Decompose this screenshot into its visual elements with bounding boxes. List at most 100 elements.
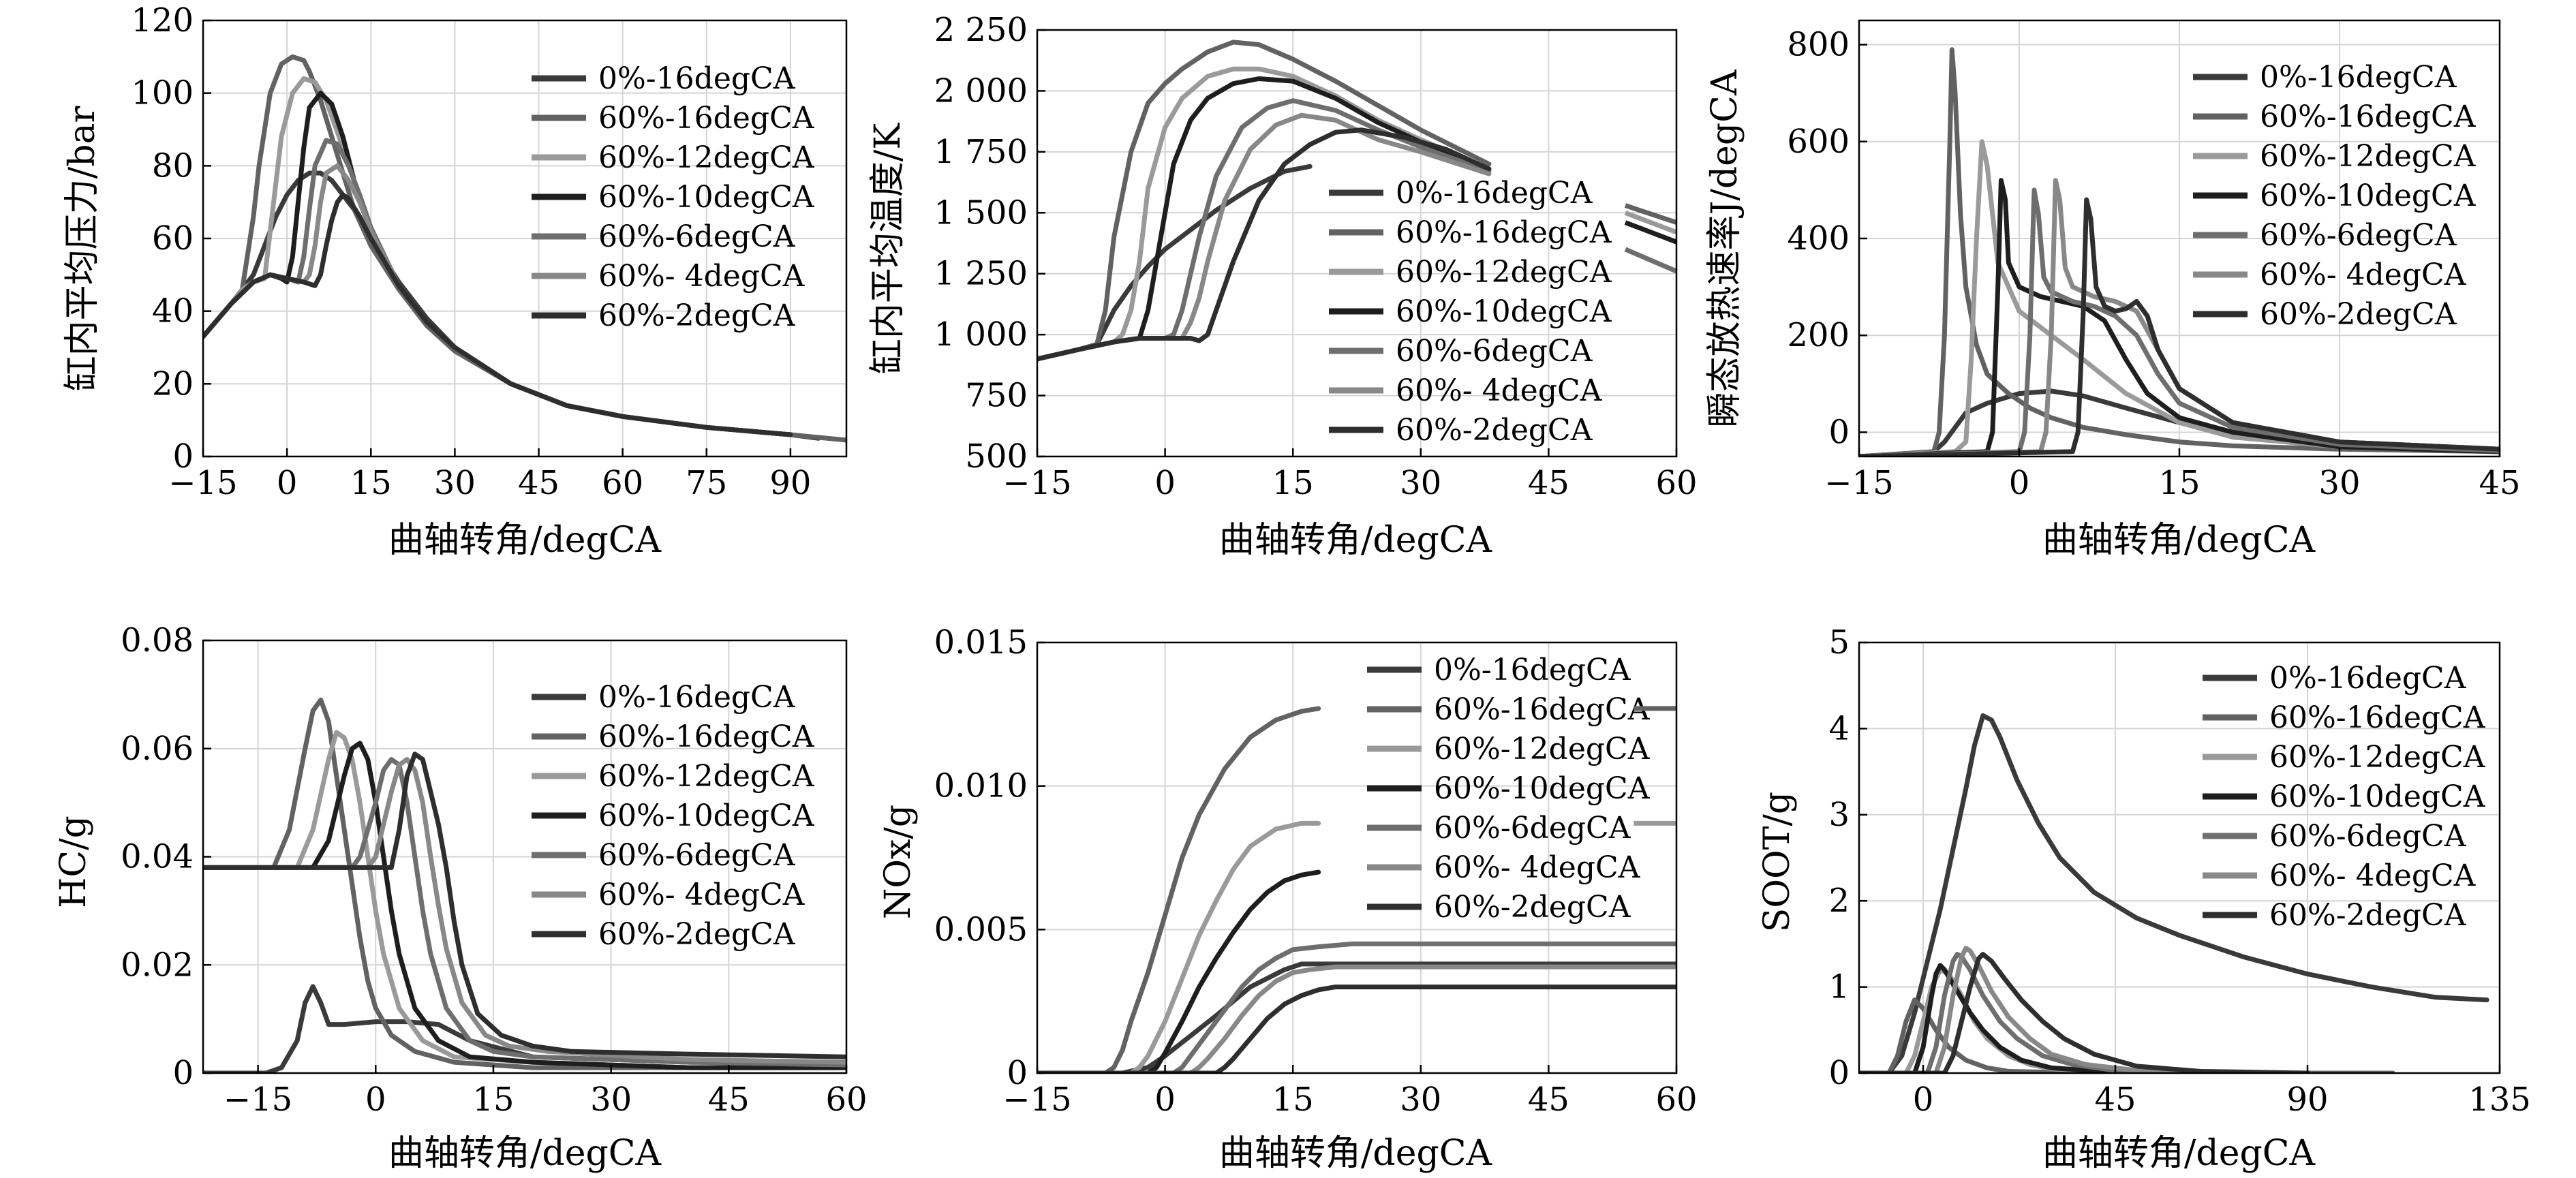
- series-line-60-4degCA: [203, 757, 846, 1065]
- y-tick-label: 1 000: [934, 315, 1028, 354]
- y-tick-label: 0: [172, 437, 194, 476]
- legend-entry: 60%- 4degCA: [1434, 850, 1641, 885]
- legend-entry: 60%-10degCA: [2260, 179, 2477, 213]
- legend-entry: 60%- 4degCA: [598, 878, 806, 912]
- series-group: [1859, 47, 2500, 456]
- y-tick-label: 4: [1828, 709, 1850, 747]
- series-line-60-2degCA: [1859, 952, 2310, 1073]
- legend-entry: 60%-12degCA: [2269, 740, 2486, 775]
- series-line-60-10degCA: [203, 741, 846, 1070]
- x-tick-label: 15: [2158, 464, 2200, 502]
- legend-entry: 60%-6degCA: [1396, 334, 1593, 369]
- legend-entry: 60%-12degCA: [1434, 732, 1651, 766]
- legend-entry: 60%- 4degCA: [1396, 373, 1603, 408]
- y-tick-label: 80: [152, 146, 194, 185]
- x-axis-label: 曲轴转角/degCA: [2042, 1133, 2316, 1174]
- x-axis-label: 曲轴转角/degCA: [388, 520, 662, 561]
- series-line-60-10degCA: [1037, 869, 1321, 1073]
- y-tick-label: 120: [131, 1, 194, 40]
- y-tick-label: 0: [1828, 413, 1850, 451]
- x-tick-label: 45: [1528, 1081, 1569, 1119]
- y-tick-label: 2: [1828, 882, 1850, 920]
- y-tick-label: 40: [152, 292, 194, 330]
- y-tick-label: 0: [1828, 1054, 1850, 1092]
- y-tick-label: 1 250: [934, 255, 1028, 293]
- x-tick-label: 30: [434, 464, 476, 502]
- x-axis-label: 曲轴转角/degCA: [388, 1133, 662, 1174]
- legend: 0%-16degCA 60%-16degCA 60%-12degCA 60%-10de…: [1329, 176, 1612, 448]
- legend-entry: 60%-2degCA: [598, 917, 796, 952]
- legend-entry: 60%-10degCA: [1396, 294, 1612, 329]
- y-tick-label: 2 250: [934, 11, 1028, 49]
- legend: 0%-16degCA 60%-16degCA 60%-12degCA 60%-10de…: [2193, 60, 2477, 332]
- series-line-60-16degCA: [1859, 997, 2395, 1073]
- series-line-60-12degCA: [1037, 820, 1321, 1073]
- y-tick-label: 800: [1787, 26, 1850, 64]
- y-tick-label: 0.06: [121, 730, 194, 768]
- x-tick-label: 15: [472, 1081, 514, 1119]
- y-tick-label: 0.04: [121, 838, 194, 876]
- legend-entry: 60%-10degCA: [1434, 771, 1651, 806]
- x-tick-label: 15: [1272, 1081, 1314, 1119]
- y-tick-label: 750: [965, 377, 1028, 415]
- legend-entry: 60%-16degCA: [2260, 99, 2477, 134]
- legend-entry: 60%-16degCA: [598, 719, 815, 754]
- x-tick-label: −15: [1002, 1081, 1071, 1119]
- y-tick-label: 0: [1007, 1054, 1028, 1092]
- chart-panel-nox: 曲轴转角/degCA NOx/g 0%-16degCA 60%-16degCA 60…: [878, 623, 1698, 1174]
- x-tick-label: −15: [168, 464, 237, 502]
- series-line-60-6degCA: [1859, 187, 2500, 456]
- x-tick-label: −15: [1002, 464, 1071, 502]
- x-axis-label: 曲轴转角/degCA: [1219, 520, 1493, 561]
- legend: 0%-16degCA 60%-16degCA 60%-12degCA 60%-10de…: [1367, 653, 1651, 925]
- legend-entry: 60%-10degCA: [598, 180, 815, 215]
- x-tick-label: 30: [590, 1081, 632, 1119]
- x-tick-label: −15: [1824, 464, 1893, 502]
- legend-entry: 60%-2degCA: [1396, 413, 1593, 448]
- legend-entry: 60%-16degCA: [1434, 692, 1651, 727]
- y-axis-label: HC/g: [53, 816, 94, 908]
- x-tick-label: 45: [1528, 464, 1569, 502]
- x-tick-label: 0: [365, 1081, 386, 1119]
- legend-entry: 0%-16degCA: [1396, 176, 1593, 211]
- legend: 0%-16degCA 60%-16degCA 60%-12degCA 60%-10de…: [532, 61, 815, 333]
- y-tick-label: 2 000: [934, 72, 1028, 110]
- x-tick-label: 75: [686, 464, 727, 502]
- y-tick-label: 20: [152, 365, 194, 403]
- legend-entry: 60%-16degCA: [598, 101, 815, 136]
- legend-entry: 60%-12degCA: [598, 759, 815, 794]
- y-axis-label: 缸内平均压力/bar: [62, 106, 103, 392]
- series-line-60-2degCA: [1859, 197, 2500, 456]
- legend: 0%-16degCA 60%-16degCA 60%-12degCA 60%-10de…: [2203, 661, 2486, 933]
- legend-entry: 60%-16degCA: [1396, 215, 1612, 250]
- legend-entry: 60%-2degCA: [2269, 898, 2467, 933]
- legend-entry: 60%-2degCA: [1434, 890, 1631, 925]
- series-line-segment: [1624, 220, 1678, 245]
- y-tick-label: 0: [172, 1054, 194, 1092]
- y-tick-label: 60: [152, 219, 194, 258]
- chart-panel-soot: 曲轴转角/degCA SOOT/g 0%-16degCA 60%-16degCA 6…: [1757, 623, 2531, 1174]
- series-line-0-16degCA: [203, 984, 846, 1073]
- x-tick-label: −15: [224, 1081, 292, 1119]
- axes-frame: [1036, 641, 1678, 1074]
- legend-entry: 60%- 4degCA: [598, 259, 806, 294]
- y-tick-label: 0.08: [121, 621, 194, 660]
- y-tick-label: 1 500: [934, 193, 1028, 232]
- series-line-segment: [1624, 247, 1678, 274]
- legend-entry: 60%-6degCA: [2269, 819, 2467, 854]
- y-axis-label: 瞬态放热速率J/degCA: [1704, 69, 1745, 428]
- x-tick-label: 90: [769, 464, 811, 502]
- y-tick-label: 200: [1787, 316, 1850, 354]
- x-axis-label: 曲轴转角/degCA: [2042, 520, 2316, 561]
- y-tick-label: 0.015: [934, 623, 1028, 662]
- series-line-segment: [1624, 211, 1678, 235]
- series-group: [203, 54, 846, 443]
- x-tick-label: 45: [2094, 1081, 2136, 1119]
- legend-entry: 0%-16degCA: [2260, 60, 2457, 95]
- axes-frame: [1036, 29, 1678, 458]
- y-axis-label: SOOT/g: [1757, 792, 1798, 932]
- x-tick-label: 30: [1400, 1081, 1441, 1119]
- legend-entry: 60%-16degCA: [2269, 700, 2486, 735]
- legend-entry: 0%-16degCA: [2269, 661, 2467, 696]
- x-tick-label: 60: [602, 464, 643, 502]
